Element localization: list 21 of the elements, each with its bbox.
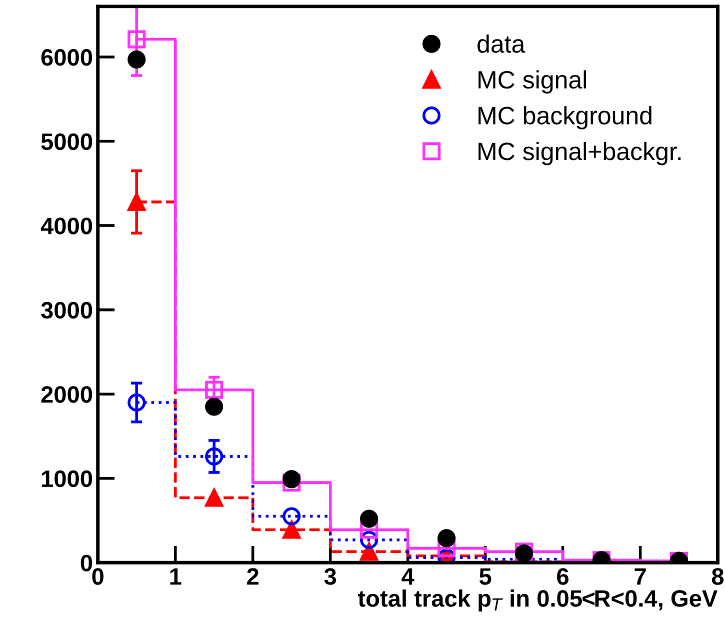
y-tick-label: 0 <box>80 554 92 572</box>
y-tick-label: 6000 <box>41 49 92 66</box>
legend-label: MC signal <box>478 70 586 94</box>
x-tick-label: 0 <box>92 568 104 585</box>
x-tick-label: 5 <box>479 568 492 585</box>
x-tick-label: 3 <box>324 568 336 585</box>
y-tick-label: 5000 <box>41 133 92 150</box>
y-tick-label: 2000 <box>41 386 92 403</box>
y-tick-label: 4000 <box>40 218 92 234</box>
x-tick-label: 8 <box>712 568 724 585</box>
legend-label: MC background <box>478 106 652 130</box>
legend-label: data <box>478 34 526 53</box>
x-tick-label: 2 <box>247 568 258 585</box>
x-tick-label: 7 <box>634 568 646 585</box>
legend-label: MC signal+backgr. <box>478 142 681 166</box>
x-tick-label: 1 <box>170 568 182 585</box>
x-tick-label: 6 <box>557 568 568 585</box>
x-axis-title: total track p$_{T}$ in 0.05<R<0.4, GeV <box>358 589 718 612</box>
x-tick-label: 4 <box>402 568 414 585</box>
y-tick-label: 3000 <box>41 302 92 319</box>
y-tick-label: 1000 <box>42 470 92 488</box>
